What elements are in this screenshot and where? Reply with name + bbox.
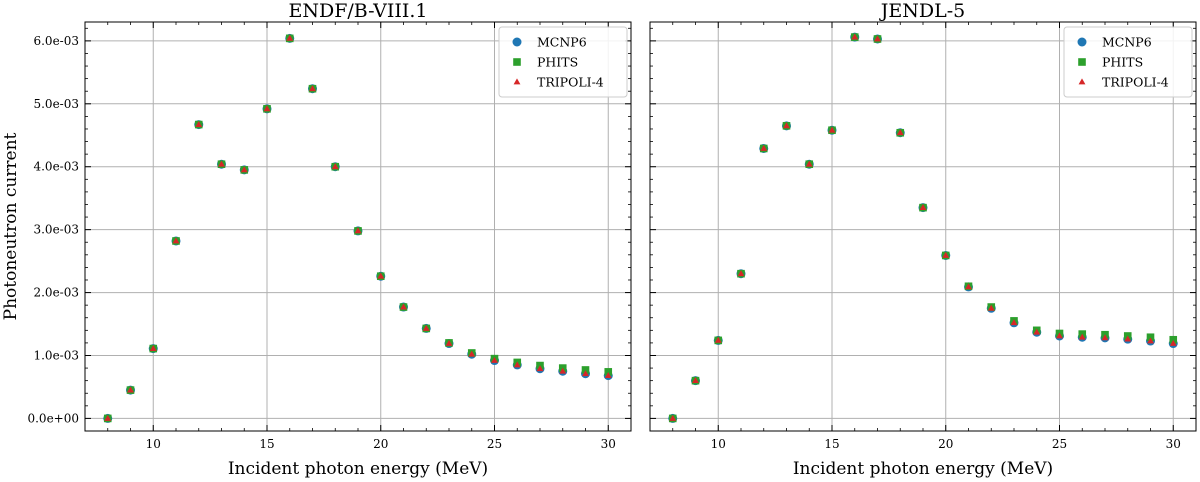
- x-tick-label: 20: [938, 437, 953, 451]
- legend-box: [498, 26, 628, 98]
- data-point-tripoli-4: [1033, 328, 1041, 335]
- x-tick-label: 10: [146, 437, 161, 451]
- data-point-tripoli-4: [513, 361, 521, 368]
- data-point-tripoli-4: [714, 336, 722, 343]
- data-point-tripoli-4: [400, 303, 407, 310]
- legend-marker-tripoli-4: [1078, 78, 1086, 85]
- data-point-tripoli-4: [1010, 319, 1018, 326]
- plot-frame: [649, 21, 1197, 432]
- legend-marker-mcnp6: [512, 37, 522, 47]
- data-point-tripoli-4: [1169, 339, 1177, 346]
- data-point-tripoli-4: [468, 350, 476, 357]
- x-tick-label: 25: [1052, 437, 1067, 451]
- legend-marker-phits: [1078, 58, 1086, 66]
- legend-label: PHITS: [537, 55, 578, 70]
- data-point-tripoli-4: [987, 304, 995, 311]
- y-tick-label: 6.0e-03: [33, 34, 79, 48]
- legend-label: MCNP6: [537, 35, 587, 50]
- x-tick-label: 30: [601, 437, 616, 451]
- x-tick-label: 15: [824, 437, 839, 451]
- data-point-tripoli-4: [760, 144, 768, 151]
- data-point-tripoli-4: [536, 365, 544, 372]
- data-point-tripoli-4: [1056, 332, 1063, 339]
- left-chart-panel: 10 15 20 25 30 0.0e+00 1.0e-03 2.0e-03 3.0e-03 4.…: [1, 0, 632, 479]
- data-point-tripoli-4: [104, 414, 112, 421]
- legend-label: PHITS: [1102, 55, 1143, 70]
- data-point-tripoli-4: [354, 227, 362, 234]
- x-tick-label: 25: [487, 437, 502, 451]
- data-point-tripoli-4: [445, 339, 453, 346]
- data-point-tripoli-4: [218, 160, 225, 167]
- data-point-phits: [1169, 335, 1178, 344]
- data-point-tripoli-4: [331, 163, 339, 170]
- data-point-tripoli-4: [851, 33, 859, 40]
- legend-marker-tripoli-4: [513, 78, 521, 85]
- data-point-tripoli-4: [309, 85, 316, 92]
- data-point-tripoli-4: [286, 34, 294, 41]
- legend-label: MCNP6: [1102, 35, 1152, 50]
- x-tick-label: 30: [1166, 437, 1181, 451]
- data-point-tripoli-4: [1124, 335, 1132, 342]
- y-tick-label: 3.0e-03: [33, 223, 79, 237]
- data-point-tripoli-4: [240, 166, 248, 173]
- data-point-phits: [1146, 333, 1155, 342]
- data-point-tripoli-4: [582, 370, 589, 377]
- data-point-tripoli-4: [737, 270, 745, 277]
- data-point-tripoli-4: [559, 367, 567, 374]
- y-tick-label: 1.0e-03: [33, 348, 79, 362]
- data-point-tripoli-4: [172, 237, 180, 244]
- data-point-tripoli-4: [896, 129, 904, 136]
- legend-label: TRIPOLI-4: [1102, 75, 1169, 90]
- data-point-tripoli-4: [1101, 334, 1109, 341]
- data-point-tripoli-4: [491, 356, 498, 363]
- data-point-tripoli-4: [604, 372, 612, 379]
- data-point-tripoli-4: [422, 324, 430, 331]
- chart-title: ENDF/B-VIII.1: [288, 0, 427, 22]
- x-axis-title: Incident photon energy (MeV): [228, 459, 488, 479]
- data-point-phits: [581, 366, 590, 374]
- legend-marker-mcnp6: [1077, 37, 1087, 47]
- data-point-phits: [604, 368, 613, 376]
- y-tick-label: 4.0e-03: [33, 160, 79, 174]
- data-point-tripoli-4: [263, 105, 271, 112]
- data-point-tripoli-4: [149, 344, 157, 351]
- x-tick-label: 15: [259, 437, 274, 451]
- legend-box: [1063, 26, 1193, 98]
- legend-marker-phits: [513, 58, 521, 66]
- plot-frame: [84, 21, 632, 432]
- chart-title: JENDL-5: [879, 0, 965, 22]
- data-point-tripoli-4: [783, 122, 790, 129]
- data-point-tripoli-4: [965, 283, 972, 290]
- data-point-tripoli-4: [1147, 337, 1154, 344]
- data-point-tripoli-4: [127, 386, 134, 393]
- data-point-tripoli-4: [828, 126, 836, 133]
- data-point-tripoli-4: [669, 414, 677, 421]
- data-point-tripoli-4: [1078, 333, 1086, 340]
- data-point-tripoli-4: [692, 377, 699, 384]
- y-axis-title: Photoneutron current: [1, 132, 21, 320]
- y-tick-label: 2.0e-03: [33, 286, 79, 300]
- y-tick-label: 0.0e+00: [27, 411, 79, 425]
- data-point-tripoli-4: [805, 160, 813, 167]
- x-tick-label: 20: [373, 437, 388, 451]
- right-chart-panel: 10 15 20 25 30 JENDL-5 Incident photon energy …: [649, 0, 1197, 479]
- x-tick-label: 10: [711, 437, 726, 451]
- x-axis-title: Incident photon energy (MeV): [793, 459, 1053, 479]
- data-point-tripoli-4: [874, 35, 881, 42]
- legend-label: TRIPOLI-4: [537, 75, 604, 90]
- data-point-tripoli-4: [195, 120, 203, 127]
- data-point-tripoli-4: [942, 251, 950, 258]
- data-point-tripoli-4: [377, 272, 385, 279]
- data-point-tripoli-4: [919, 204, 927, 211]
- y-tick-label: 5.0e-03: [33, 97, 79, 111]
